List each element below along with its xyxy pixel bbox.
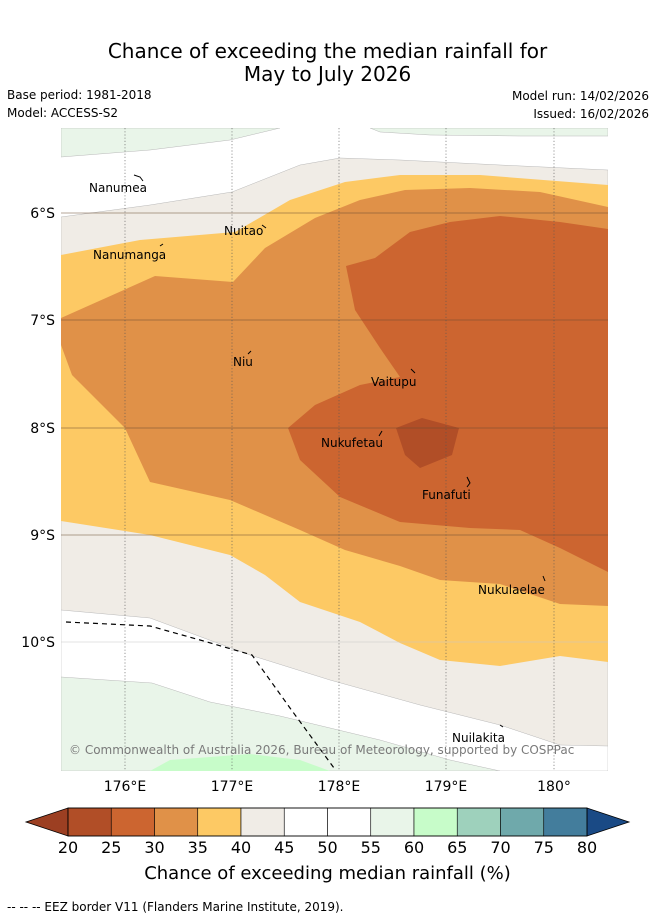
colorbar-segment xyxy=(283,807,328,837)
island-nuitao xyxy=(261,224,267,229)
graticule xyxy=(61,128,608,771)
colorbar-segment xyxy=(197,807,242,837)
place-label-nukulaelae: Nukulaelae xyxy=(478,583,545,597)
lon-tick-180: 180° xyxy=(537,779,571,795)
colorbar-segment xyxy=(110,807,155,837)
colorbar-tick-label: 50 xyxy=(317,838,337,857)
copyright-notice: © Commonwealth of Australia 2026, Bureau… xyxy=(69,743,574,757)
island-nanumanga xyxy=(159,243,164,247)
colorbar-segment xyxy=(240,807,285,837)
map-title: Chance of exceeding the median rainfall … xyxy=(0,40,655,86)
island-nukufetau xyxy=(378,430,383,437)
colorbar-segment xyxy=(413,807,458,837)
contour-60-south-top xyxy=(150,754,330,771)
colorbar-frame xyxy=(67,807,588,837)
colorbar-tick-label: 40 xyxy=(231,838,251,857)
place-label-funafuti: Funafuti xyxy=(422,488,471,502)
island-vaitupu xyxy=(410,368,416,374)
contour-fill-layers xyxy=(61,128,608,771)
colorbar-segment xyxy=(500,807,545,837)
island-nukulaelae xyxy=(542,575,546,582)
colorbar-segment xyxy=(543,807,588,837)
model-name: Model: ACCESS-S2 xyxy=(7,106,119,120)
colorbar: 20 25 30 35 40 45 50 55 60 65 70 75 80 xyxy=(24,807,631,857)
contour-55-south-top xyxy=(61,676,501,771)
colorbar-tick-label: 35 xyxy=(188,838,208,857)
colorbar-over-arrow xyxy=(586,807,631,837)
lat-tick-7s: 7°S xyxy=(30,313,55,329)
colorbar-tick-label: 25 xyxy=(101,838,121,857)
lat-tick-9s: 9°S xyxy=(30,528,55,544)
colorbar-tick-label: 75 xyxy=(534,838,554,857)
island-outlines xyxy=(133,174,546,728)
issued-date: Issued: 16/02/2026 xyxy=(533,107,649,121)
place-label-vaitupu: Vaitupu xyxy=(371,375,417,389)
colorbar-tick-label: 30 xyxy=(144,838,164,857)
lon-tick-176e: 176°E xyxy=(104,779,147,795)
island-funafuti xyxy=(466,476,471,488)
place-label-nanumea: Nanumea xyxy=(89,181,147,195)
eez-border-line xyxy=(65,621,335,769)
colorbar-tick-label: 55 xyxy=(361,838,381,857)
contour-20 xyxy=(396,418,459,468)
title-line-2: May to July 2026 xyxy=(243,62,412,86)
lon-tick-179e: 179°E xyxy=(425,779,468,795)
lon-tick-177e: 177°E xyxy=(211,779,254,795)
lat-tick-8s: 8°S xyxy=(30,421,55,437)
colorbar-tick-label: 60 xyxy=(404,838,424,857)
colorbar-segment xyxy=(154,807,199,837)
lat-tick-6s: 6°S xyxy=(30,206,55,222)
colorbar-segment xyxy=(370,807,415,837)
place-label-nuilakita: Nuilakita xyxy=(452,731,505,745)
contour-25 xyxy=(288,216,608,572)
base-period: Base period: 1981-2018 xyxy=(7,88,152,102)
island-niu xyxy=(247,350,252,355)
colorbar-segment xyxy=(327,807,372,837)
colorbar-segment xyxy=(456,807,501,837)
island-nanumea xyxy=(133,174,144,182)
place-label-nukufetau: Nukufetau xyxy=(321,436,383,450)
place-label-nanumanga: Nanumanga xyxy=(93,248,166,262)
colorbar-segment xyxy=(67,807,112,837)
contour-55-north xyxy=(61,128,281,158)
colorbar-title: Chance of exceeding median rainfall (%) xyxy=(144,863,511,884)
place-label-nuitao: Nuitao xyxy=(224,224,263,238)
colorbar-tick-label: 20 xyxy=(58,838,78,857)
island-nuilakita xyxy=(499,724,504,728)
title-line-1: Chance of exceeding the median rainfall … xyxy=(107,39,548,63)
colorbar-under-arrow xyxy=(24,807,69,837)
colorbar-tick-label: 45 xyxy=(274,838,294,857)
colorbar-tick-label: 80 xyxy=(577,838,597,857)
lat-tick-10s: 10°S xyxy=(21,635,55,651)
colorbar-tick-label: 70 xyxy=(490,838,510,857)
eez-legend: -- -- -- EEZ border V11 (Flanders Marine… xyxy=(7,900,344,914)
model-run: Model run: 14/02/2026 xyxy=(511,89,649,103)
lon-tick-178e: 178°E xyxy=(318,779,361,795)
place-label-niu: Niu xyxy=(233,355,253,369)
contour-55-northeast xyxy=(369,128,608,137)
colorbar-tick-label: 65 xyxy=(447,838,467,857)
